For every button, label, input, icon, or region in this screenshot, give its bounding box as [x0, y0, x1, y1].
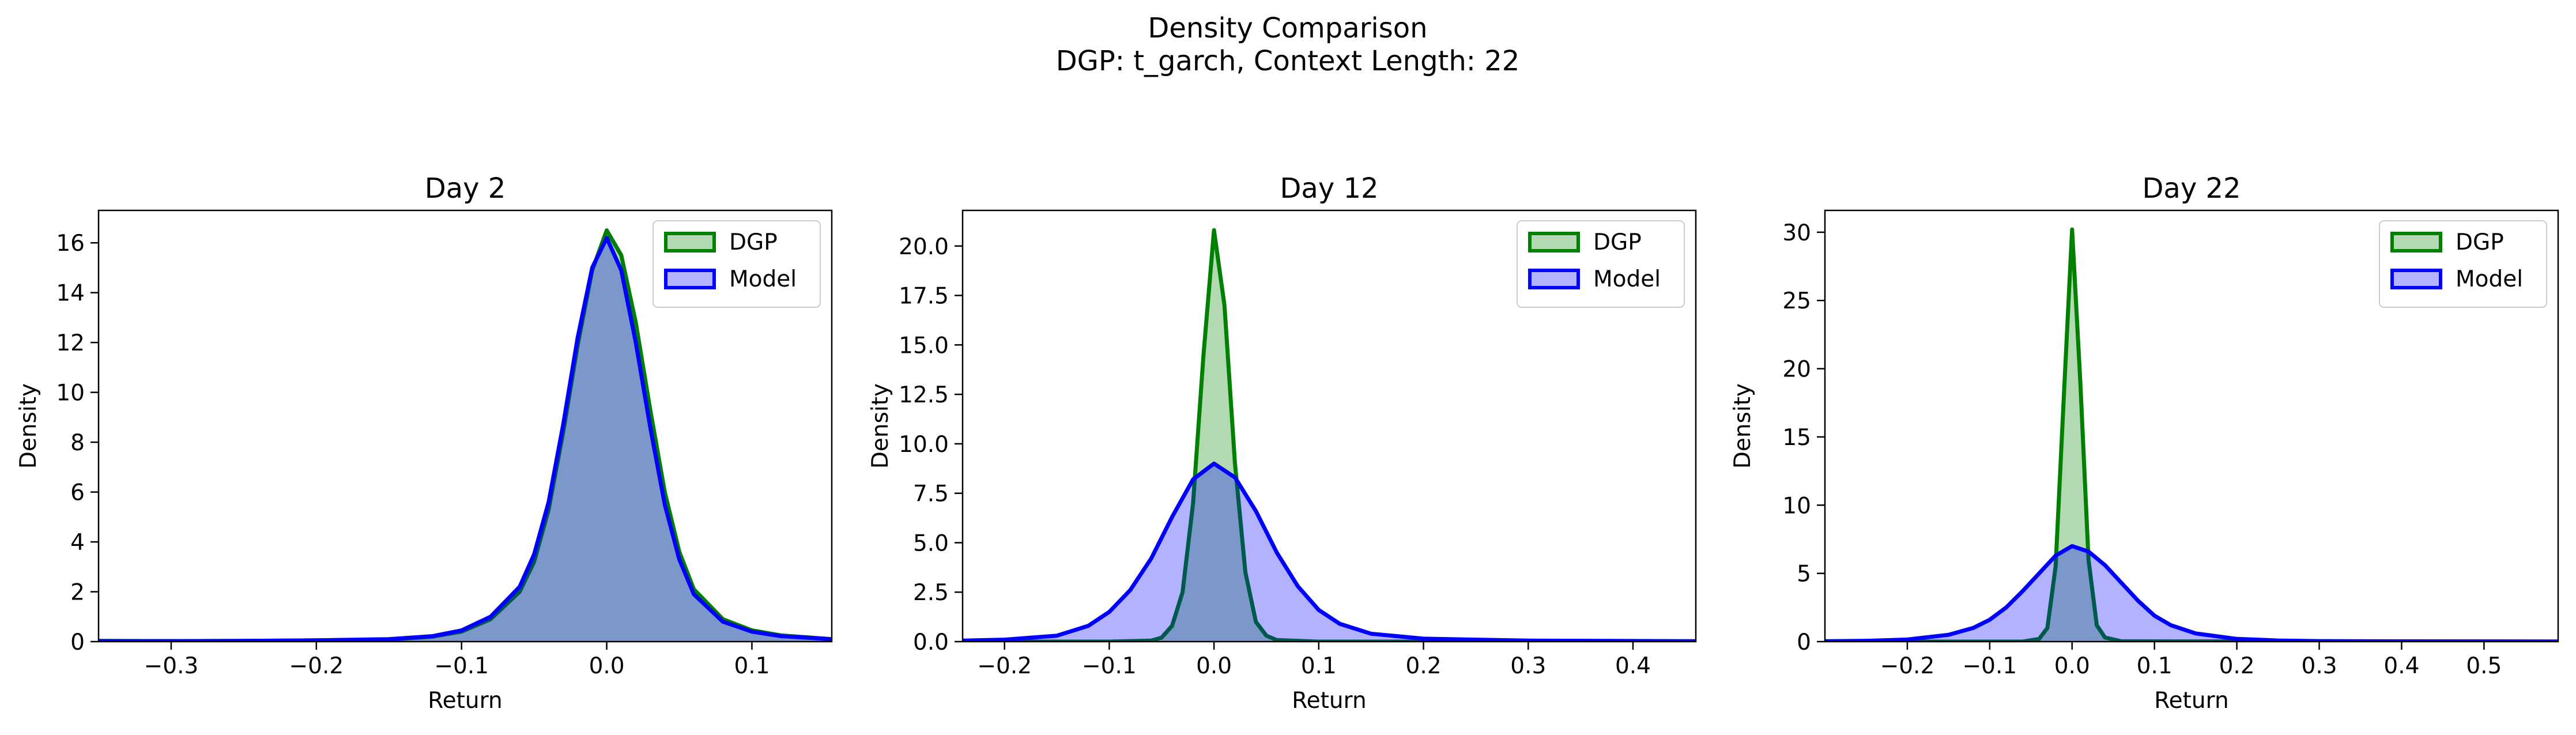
y-tick-label: 10 [1782, 493, 1811, 519]
figure-title-line1: Density Comparison [1148, 12, 1427, 44]
legend: DGP Model [1517, 220, 1685, 308]
y-tick-label: 16 [56, 231, 85, 257]
x-tick-label: 0.1 [734, 653, 770, 679]
model-density-fill [99, 238, 832, 642]
subplot-1: Day 2 −0.3 −0.2 −0.1 0.0 0.1 0 2 4 6 8 10 12 14 16 Retu… [16, 172, 833, 714]
y-tick-label: 15 [1782, 425, 1811, 451]
x-tick-label: 0.0 [2054, 653, 2090, 679]
y-tick-label: 12.5 [899, 382, 949, 408]
y-tick-label: 30 [1782, 220, 1811, 246]
axes-frame [97, 209, 833, 643]
model-density-line [963, 461, 1696, 642]
x-tick-label: 0.0 [1196, 653, 1232, 679]
dgp-legend-label: DGP [2456, 229, 2504, 255]
dgp-legend-label: DGP [729, 229, 778, 255]
model-density-line [1825, 544, 2558, 642]
x-tick-label: 0.2 [2219, 653, 2255, 679]
x-tick-label: 0.4 [2383, 653, 2419, 679]
dgp-legend-swatch [664, 232, 716, 252]
y-tick-label: 6 [70, 480, 85, 506]
y-tick-label: 7.5 [913, 481, 949, 507]
plot-area [1825, 227, 2558, 642]
dgp-density-line [1825, 227, 2558, 642]
subplot-title: Day 12 [1280, 172, 1378, 205]
model-density-fill [963, 463, 1696, 642]
y-tick-label: 17.5 [899, 284, 949, 310]
y-tick-label: 2 [70, 580, 85, 606]
plot-area [99, 228, 832, 642]
x-axis-label: Return [2154, 688, 2228, 714]
x-tick-label: −0.2 [977, 653, 1032, 679]
model-legend-label: Model [729, 266, 797, 292]
x-tick-label: −0.2 [1880, 653, 1935, 679]
plot-area [963, 228, 1696, 642]
subplot-title: Day 2 [425, 172, 506, 205]
axes-frame [1824, 209, 2559, 643]
x-tick-label: 0.2 [1406, 653, 1442, 679]
legend-box [653, 220, 821, 308]
y-tick-label: 0.0 [913, 630, 949, 655]
x-tick-label: 0.5 [2466, 653, 2502, 679]
dgp-legend-label: DGP [1593, 229, 1642, 255]
x-tick-label: 0.1 [1301, 653, 1337, 679]
y-tick-label: 14 [56, 281, 85, 307]
figure-title-line2: DGP: t_garch, Context Length: 22 [1056, 45, 1520, 77]
y-tick-label: 2.5 [913, 580, 949, 606]
y-tick-label: 0 [1797, 630, 1811, 655]
y-tick-label: 12 [56, 330, 85, 356]
x-tick-label: 0.4 [1615, 653, 1651, 679]
y-tick-label: 5 [1797, 561, 1811, 587]
x-tick-label: −0.1 [434, 653, 489, 679]
x-tick-label: 0.0 [589, 653, 625, 679]
y-tick-label: 20 [1782, 357, 1811, 383]
y-axis-label: Density [868, 383, 893, 469]
y-tick-label: 20.0 [899, 234, 949, 260]
y-tick-label: 10 [56, 380, 85, 406]
x-tick-label: −0.1 [1082, 653, 1137, 679]
model-legend-label: Model [1593, 266, 1661, 292]
y-tick-label: 5.0 [913, 530, 949, 556]
y-tick-label: 8 [70, 430, 85, 456]
x-tick-label: 0.1 [2137, 653, 2173, 679]
model-legend-swatch [1528, 269, 1580, 289]
legend: DGP Model [2379, 220, 2547, 308]
dgp-density-fill [99, 230, 832, 642]
subplot-title: Day 22 [2142, 172, 2241, 205]
subplot-2: Day 12 −0.2 −0.1 0.0 0.1 0.2 0.3 0.4 0.0 2.5 5.0 7.… [868, 172, 1697, 714]
y-tick-label: 25 [1782, 288, 1811, 314]
y-axis-label: Density [16, 383, 42, 469]
x-tick-label: −0.3 [144, 653, 199, 679]
dgp-legend-swatch [2390, 232, 2442, 252]
x-tick-label: 0.3 [1510, 653, 1546, 679]
model-legend-swatch [664, 269, 716, 289]
subplots: Day 2 −0.3 −0.2 −0.1 0.0 0.1 0 2 4 6 8 10 12 14 16 Retu… [16, 172, 2559, 714]
x-axis-label: Return [1292, 688, 1366, 714]
x-tick-label: 0.3 [2302, 653, 2337, 679]
y-tick-label: 10.0 [899, 432, 949, 458]
model-density-line [99, 236, 832, 642]
legend: DGP Model [653, 220, 821, 308]
dgp-legend-swatch [1528, 232, 1580, 252]
x-tick-label: −0.2 [289, 653, 344, 679]
subplot-3: Day 22 −0.2 −0.1 0.0 0.1 0.2 0.3 0.4 0.5 0 5 10 15 20… [1730, 172, 2559, 714]
y-tick-label: 4 [70, 530, 85, 556]
x-axis-label: Return [428, 688, 502, 714]
x-tick-label: −0.1 [1962, 653, 2017, 679]
y-tick-label: 0 [70, 630, 85, 655]
model-density-fill [1825, 546, 2558, 642]
dgp-density-line [963, 228, 1696, 642]
model-legend-label: Model [2456, 266, 2523, 292]
legend-box [2379, 220, 2547, 308]
axes-frame [961, 209, 1697, 643]
model-legend-swatch [2390, 269, 2442, 289]
y-axis-label: Density [1730, 383, 1756, 469]
legend-box [1517, 220, 1685, 308]
y-tick-label: 15.0 [899, 333, 949, 359]
